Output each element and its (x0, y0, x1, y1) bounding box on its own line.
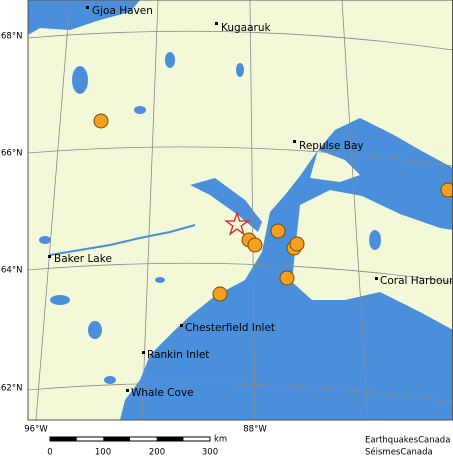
place-label: Coral Harbour (380, 275, 453, 287)
place-label: Gjoa Haven (92, 5, 153, 17)
lat-label: 64°N (1, 266, 22, 276)
lat-label: 62°N (1, 384, 22, 394)
scale-label: 200 (149, 448, 165, 458)
sea (120, 118, 453, 420)
scale-bar: 0 100 200 300 km (47, 435, 227, 458)
earthquakes (93, 113, 453, 302)
peninsula (310, 150, 360, 182)
chesterfield-inlet (181, 290, 239, 328)
place-dots (48, 6, 378, 392)
scale-label: 100 (95, 448, 111, 458)
graticule (28, 0, 453, 420)
main-event-star (224, 210, 250, 236)
lakes (39, 52, 381, 384)
place-label: Whale Cove (131, 387, 194, 399)
credit: SéismesCanada (365, 447, 433, 458)
lon-label: 88°W (243, 425, 267, 435)
place-label: Repulse Bay (299, 140, 364, 152)
lon-label: 96°W (24, 425, 48, 435)
scale-unit: km (214, 435, 227, 445)
river (49, 224, 196, 256)
gulf (28, 0, 140, 35)
scale-label: 300 (202, 448, 218, 458)
place-label: Rankin Inlet (147, 349, 209, 361)
southampton-island (292, 190, 453, 330)
lat-label: 68°N (1, 32, 22, 42)
credit: EarthquakesCanada (365, 436, 450, 446)
inlet (190, 178, 262, 232)
scale-label: 0 (47, 448, 52, 458)
place-label: Baker Lake (54, 253, 112, 265)
lat-label: 66°N (1, 149, 22, 159)
place-labels: Gjoa Haven Kugaaruk Repulse Bay Baker La… (54, 5, 453, 399)
place-label: Chesterfield Inlet (185, 322, 275, 334)
lat-labels: 68°N 66°N 64°N 62°N (1, 32, 22, 394)
map-area: Gjoa Haven Kugaaruk Repulse Bay Baker La… (28, 0, 453, 420)
place-label: Kugaaruk (221, 22, 272, 34)
